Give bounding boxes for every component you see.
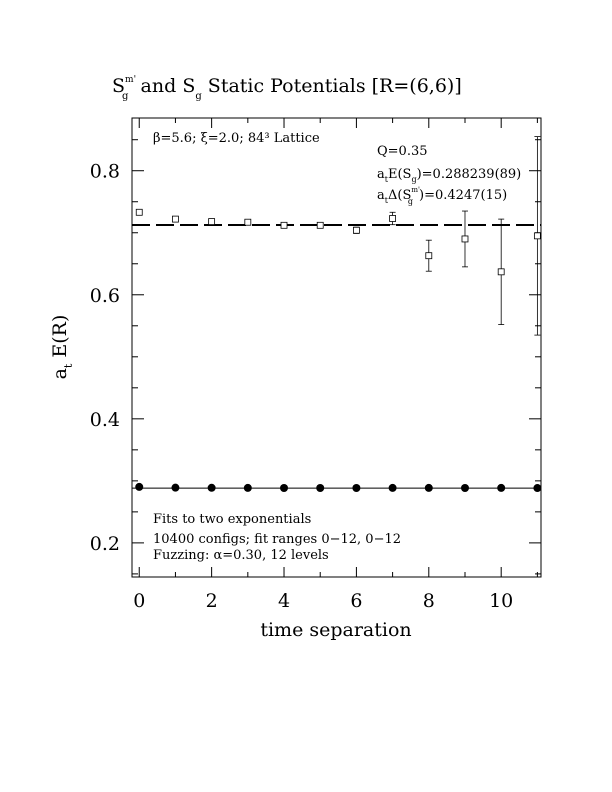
data-point-square [208,218,216,225]
lattice-annotation: β=5.6; ξ=2.0; 84³ Lattice [153,131,320,146]
y-tick-label: 0.4 [90,409,120,431]
data-point-square [389,215,397,222]
data-point-circle [207,483,216,492]
x-tick-label: 0 [133,590,145,612]
y-axis-label-sub: t [62,363,75,368]
title-middle: and S [141,75,196,97]
axis-ticks [132,118,541,577]
title-middle-sub: g [195,91,202,102]
data-point-circle [171,483,180,492]
q-annotation: Q=0.35 [377,144,428,159]
x-axis-label: time separation [260,619,411,641]
data-point-circle [388,483,397,492]
y-axis-label: at E(R) [49,315,75,380]
title-symbol: S [112,75,125,97]
fit-description-line-3: Fuzzing: α=0.30, 12 levels [153,548,329,563]
energy-annotation: atE(Sg)=0.288239(89) [377,167,521,184]
data-point-circle [533,484,542,493]
data-point-circle [460,483,469,492]
data-point-square [172,215,179,223]
gap-annotation: atΔ(Sm' g)=0.4247(15) [377,186,507,206]
y-axis-label-rest: E(R) [49,315,71,358]
x-tick-label: 10 [489,590,513,612]
axis-tick-labels: 0 2 4 6 8 10 0.2 0.4 0.6 0.8 [90,161,513,612]
x-tick-label: 2 [206,590,218,612]
y-tick-label: 0.6 [90,285,120,307]
title-symbol-sub: g [122,91,129,102]
data-point-square [461,235,469,243]
fit-description-line-1: Fits to two exponentials [153,512,311,527]
x-tick-label: 4 [278,590,290,612]
plot-frame [131,117,542,578]
data-point-circle [424,483,433,492]
data-point-square [533,232,541,240]
x-tick-label: 8 [423,590,435,612]
data-point-square [316,221,324,229]
data-point-circle [280,483,289,492]
data-point-square [497,268,505,276]
fit-lines [132,223,541,489]
data-point-circle [352,483,361,492]
data-point-circle [497,483,506,492]
data-point-circle [243,483,252,492]
data-points [135,136,542,493]
y-axis-label-a: a [49,368,71,379]
data-point-square [353,226,360,234]
data-point-square [135,208,143,216]
y-tick-label: 0.8 [90,161,120,183]
data-point-circle [135,482,144,491]
y-tick-label: 0.2 [90,533,120,555]
data-point-square [425,252,433,260]
x-tick-label: 6 [350,590,362,612]
fit-description-line-2: 10400 configs; fit ranges 0−12, 0−12 [153,532,401,547]
data-point-square [244,218,252,226]
data-point-circle [316,483,325,492]
chart-title: Sm' g and Sg Static Potentials [R=(6,6)] [112,75,462,102]
title-end: Static Potentials [R=(6,6)] [208,75,462,97]
data-point-square [280,221,288,229]
title-symbol-sup: m' [125,75,136,85]
